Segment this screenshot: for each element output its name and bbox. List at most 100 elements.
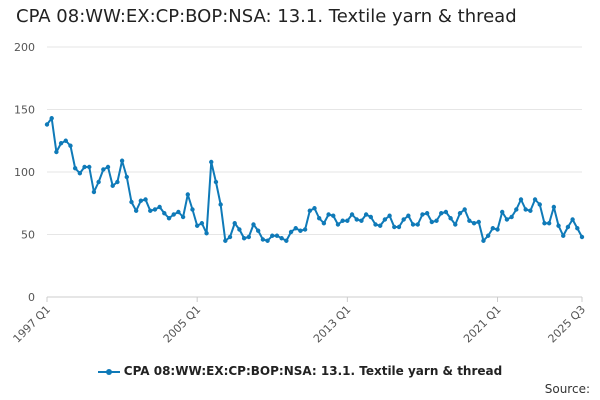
data-point[interactable]: [91, 189, 97, 195]
data-point[interactable]: [58, 141, 64, 146]
data-point[interactable]: [439, 211, 444, 216]
data-point[interactable]: [162, 211, 167, 216]
data-point[interactable]: [387, 213, 392, 218]
data-point[interactable]: [72, 166, 78, 171]
data-point[interactable]: [396, 224, 402, 230]
data-point[interactable]: [194, 223, 200, 228]
data-point[interactable]: [255, 228, 261, 233]
data-point[interactable]: [49, 116, 54, 121]
data-point[interactable]: [401, 217, 406, 222]
data-point[interactable]: [218, 202, 223, 207]
data-point[interactable]: [415, 222, 420, 227]
data-point[interactable]: [579, 234, 585, 240]
data-point[interactable]: [284, 238, 289, 243]
data-point[interactable]: [321, 221, 327, 226]
data-point[interactable]: [382, 217, 388, 222]
data-point[interactable]: [457, 211, 463, 216]
data-point[interactable]: [551, 204, 557, 210]
data-point[interactable]: [288, 229, 294, 235]
data-point[interactable]: [316, 216, 322, 221]
data-point[interactable]: [570, 217, 575, 222]
data-point[interactable]: [232, 221, 237, 226]
data-point[interactable]: [115, 179, 120, 185]
data-point[interactable]: [302, 227, 308, 232]
data-point[interactable]: [368, 214, 374, 220]
data-point[interactable]: [462, 207, 467, 212]
data-point[interactable]: [537, 202, 542, 207]
data-point[interactable]: [448, 216, 453, 221]
data-point[interactable]: [101, 167, 106, 172]
data-point[interactable]: [68, 143, 73, 148]
data-point[interactable]: [331, 213, 336, 218]
data-point[interactable]: [485, 233, 491, 238]
data-point[interactable]: [392, 224, 397, 230]
data-point[interactable]: [204, 231, 209, 236]
data-point[interactable]: [270, 233, 275, 238]
data-point[interactable]: [345, 218, 350, 223]
data-point[interactable]: [471, 221, 477, 226]
data-point[interactable]: [279, 236, 284, 241]
data-point[interactable]: [298, 228, 303, 233]
data-point[interactable]: [406, 213, 411, 218]
data-point[interactable]: [265, 238, 270, 243]
data-point[interactable]: [420, 212, 425, 217]
data-point[interactable]: [500, 209, 505, 215]
data-point[interactable]: [157, 204, 162, 210]
data-point[interactable]: [481, 238, 486, 243]
data-point[interactable]: [96, 179, 101, 185]
data-point[interactable]: [340, 218, 345, 223]
data-point[interactable]: [190, 207, 195, 212]
data-point[interactable]: [434, 218, 439, 223]
data-point[interactable]: [171, 212, 176, 217]
data-point[interactable]: [363, 212, 369, 217]
data-point[interactable]: [133, 208, 139, 213]
data-point[interactable]: [546, 221, 552, 226]
data-point[interactable]: [359, 218, 364, 223]
data-point[interactable]: [260, 237, 266, 242]
data-point[interactable]: [575, 226, 580, 231]
legend[interactable]: CPA 08:WW:EX:CP:BOP:NSA: 13.1. Textile y…: [0, 364, 600, 378]
data-point[interactable]: [523, 207, 528, 212]
data-point[interactable]: [199, 221, 205, 226]
data-point[interactable]: [514, 207, 519, 212]
data-point[interactable]: [410, 222, 416, 227]
data-point[interactable]: [326, 212, 331, 217]
data-point[interactable]: [129, 199, 134, 205]
data-point[interactable]: [274, 233, 280, 238]
data-point[interactable]: [143, 197, 148, 202]
data-point[interactable]: [467, 218, 472, 223]
data-point[interactable]: [185, 192, 190, 197]
data-point[interactable]: [237, 227, 242, 232]
data-point[interactable]: [349, 212, 355, 217]
data-point[interactable]: [227, 234, 233, 240]
data-point[interactable]: [251, 222, 256, 227]
data-point[interactable]: [453, 222, 458, 227]
data-point[interactable]: [119, 158, 125, 163]
data-point[interactable]: [378, 223, 383, 228]
data-point[interactable]: [77, 171, 83, 176]
data-point[interactable]: [495, 227, 500, 232]
data-point[interactable]: [518, 197, 524, 202]
data-point[interactable]: [124, 174, 129, 180]
data-point[interactable]: [542, 221, 547, 226]
data-point[interactable]: [105, 164, 111, 170]
data-point[interactable]: [110, 183, 115, 188]
data-point[interactable]: [63, 138, 68, 143]
data-point[interactable]: [307, 208, 313, 213]
data-point[interactable]: [152, 207, 158, 212]
data-point[interactable]: [209, 159, 214, 165]
data-point[interactable]: [504, 217, 510, 222]
data-point[interactable]: [443, 209, 449, 215]
data-point[interactable]: [82, 164, 87, 170]
data-point[interactable]: [246, 234, 251, 240]
data-point[interactable]: [373, 222, 378, 227]
data-point[interactable]: [312, 206, 317, 211]
data-point[interactable]: [176, 209, 181, 215]
data-point[interactable]: [528, 208, 533, 213]
data-point[interactable]: [293, 226, 298, 231]
data-point[interactable]: [241, 236, 247, 241]
data-point[interactable]: [166, 216, 172, 221]
data-point[interactable]: [490, 226, 496, 231]
data-point[interactable]: [476, 219, 481, 225]
data-point[interactable]: [87, 164, 92, 170]
